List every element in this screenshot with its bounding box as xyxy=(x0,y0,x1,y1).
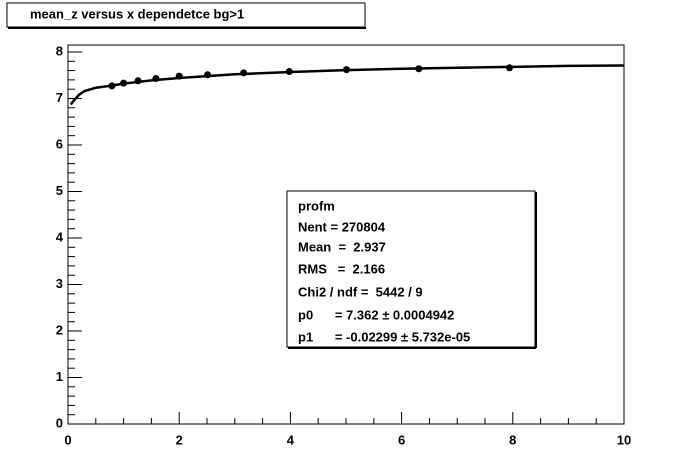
plot-area: 0 1 2 3 4 5 6 7 8 0 2 4 6 8 10 xyxy=(56,43,631,447)
point xyxy=(108,82,116,90)
y-tick-label: 5 xyxy=(56,183,63,198)
y-tick-label: 4 xyxy=(56,229,64,244)
x-tick-label: 8 xyxy=(509,432,516,447)
point xyxy=(343,66,351,74)
stats-line: Nent = 270804 xyxy=(298,219,386,234)
point xyxy=(240,69,248,77)
stats-line: p0 = 7.362 ± 0.0004942 xyxy=(298,307,454,322)
point xyxy=(415,65,423,73)
stats-line: p1 = -0.02299 ± 5.732e-05 xyxy=(298,329,470,344)
x-tick-label: 10 xyxy=(617,432,631,447)
point xyxy=(152,74,160,82)
stats-title: profm xyxy=(298,198,335,213)
stats-line: RMS = 2.166 xyxy=(298,261,385,276)
point xyxy=(285,68,293,76)
stats: profm Nent = 270804 Mean = 2.937 RMS = 2.16… xyxy=(298,198,470,344)
point xyxy=(175,72,183,80)
y-tick-label: 8 xyxy=(56,43,63,58)
y-tick-label: 7 xyxy=(56,90,63,105)
stats-box xyxy=(286,190,536,348)
y-tick-label: 0 xyxy=(56,415,63,430)
chart-title: mean_z versus x dependetce bg>1 xyxy=(30,6,244,21)
title-box xyxy=(6,2,366,28)
stats-line: Mean = 2.937 xyxy=(298,239,386,254)
x-tick-label: 6 xyxy=(398,432,405,447)
y-tick-label: 3 xyxy=(56,276,63,291)
x-tick-label: 4 xyxy=(287,432,295,447)
y-tick-label: 2 xyxy=(56,322,63,337)
y-tick-label: 6 xyxy=(56,136,63,151)
point xyxy=(505,64,513,72)
point xyxy=(204,71,212,79)
x-tick-label: 2 xyxy=(176,432,183,447)
point xyxy=(134,77,142,85)
stats-line: Chi2 / ndf = 5442 / 9 xyxy=(298,284,423,299)
y-tick-label: 1 xyxy=(56,369,63,384)
point xyxy=(120,79,128,87)
x-tick-label: 0 xyxy=(64,432,71,447)
